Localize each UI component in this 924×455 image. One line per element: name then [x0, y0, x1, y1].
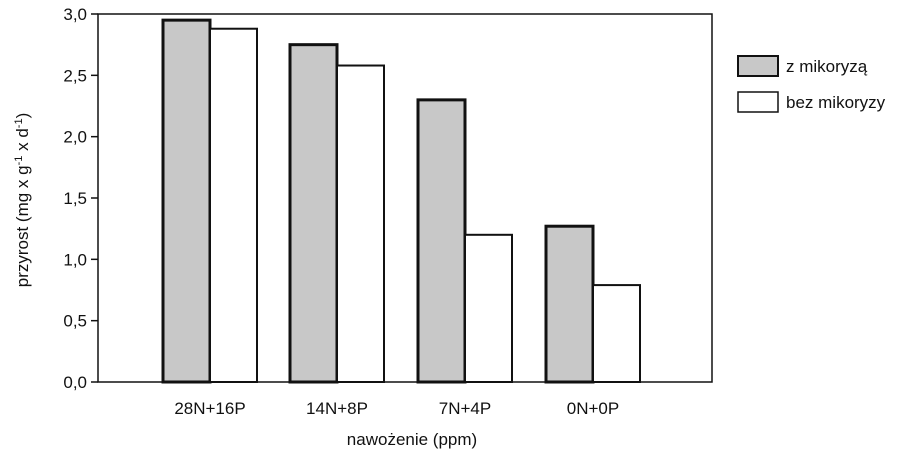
- bars: [161, 18, 641, 384]
- x-category-label: 14N+8P: [306, 399, 368, 418]
- legend-label: bez mikoryzy: [786, 93, 886, 112]
- bar-bez-mikoryzy: [464, 233, 513, 383]
- y-axis-title-sup1: -1: [13, 156, 25, 166]
- y-tick-label: 2,0: [63, 128, 87, 147]
- x-category-label: 28N+16P: [174, 399, 245, 418]
- y-axis-ticks: 0,0 0,5 1,0 1,5 2,0 2,5 3,0: [63, 5, 98, 392]
- bar-z-mikoryza: [416, 98, 467, 384]
- bar-z-mikoryza: [288, 43, 339, 384]
- x-axis-title: nawożenie (ppm): [347, 430, 477, 449]
- legend-swatch-bez-mikoryzy: [737, 91, 779, 113]
- bar-z-mikoryza: [544, 224, 595, 384]
- y-tick-label: 1,5: [63, 189, 87, 208]
- x-category-label: 0N+0P: [567, 399, 619, 418]
- y-tick-label: 1,0: [63, 250, 87, 269]
- y-axis-title: przyrost (mg x g-1 x d-1): [13, 113, 32, 288]
- y-tick-label: 0,0: [63, 373, 87, 392]
- legend-swatch-z-mikoryza: [737, 55, 779, 77]
- y-tick-label: 0,5: [63, 312, 87, 331]
- legend: z mikoryzą bez mikoryzy: [737, 55, 886, 113]
- legend-label: z mikoryzą: [786, 57, 868, 76]
- y-axis-title-main: przyrost (mg x g: [13, 165, 32, 287]
- y-axis-title-sup2: -1: [13, 118, 25, 128]
- bar-bez-mikoryzy: [209, 27, 258, 383]
- y-axis-title-mid: x d: [13, 128, 32, 155]
- bar-bez-mikoryzy: [592, 284, 641, 383]
- y-tick-label: 3,0: [63, 5, 87, 24]
- x-axis-labels: 28N+16P 14N+8P 7N+4P 0N+0P: [174, 399, 619, 418]
- y-tick-label: 2,5: [63, 66, 87, 85]
- bar-z-mikoryza: [161, 18, 212, 384]
- x-category-label: 7N+4P: [439, 399, 491, 418]
- bar-bez-mikoryzy: [336, 64, 385, 384]
- y-axis-title-end: ): [13, 113, 32, 119]
